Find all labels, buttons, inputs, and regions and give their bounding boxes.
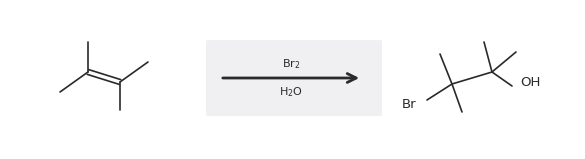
- Text: OH: OH: [520, 76, 540, 89]
- Text: Br$_2$: Br$_2$: [282, 57, 300, 71]
- Text: Br: Br: [402, 97, 417, 111]
- Text: H$_2$O: H$_2$O: [279, 85, 303, 99]
- FancyBboxPatch shape: [206, 40, 382, 116]
